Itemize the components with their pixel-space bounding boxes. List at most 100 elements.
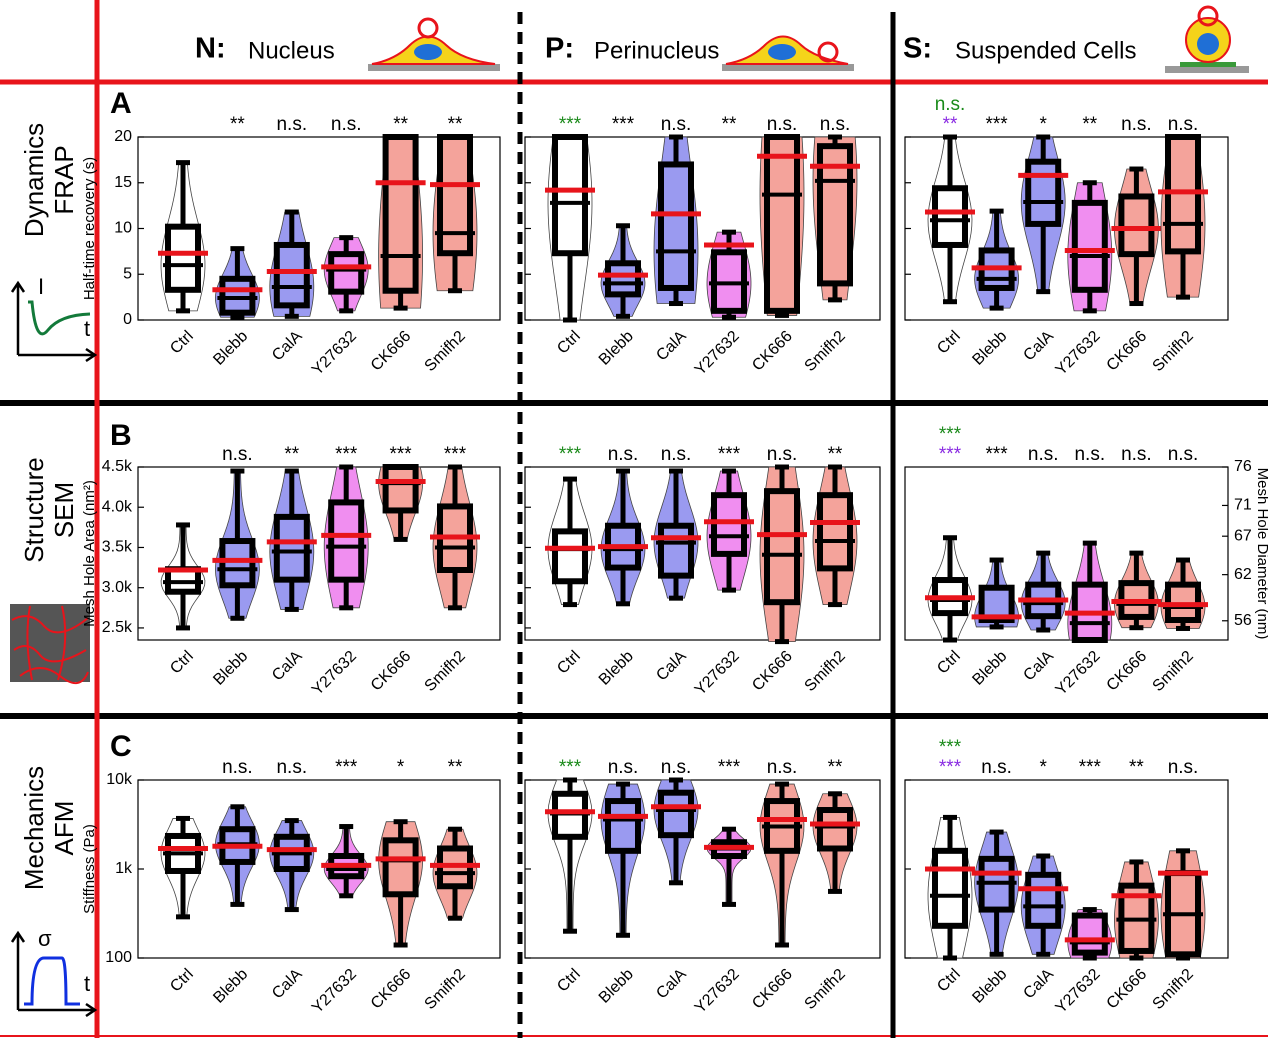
- x-tick-label-group: Y27632: [692, 648, 743, 699]
- x-tick-label: CalA: [653, 966, 690, 1003]
- significance-label: ***: [444, 444, 467, 465]
- x-tick-label-group: Ctrl: [934, 328, 964, 358]
- x-tick-label-group: Smifh2: [1150, 328, 1197, 375]
- x-tick-label-group: CalA: [1020, 966, 1057, 1003]
- significance-label: ***: [986, 114, 1009, 135]
- x-tick-label: CalA: [269, 328, 306, 365]
- header-name: Nucleus: [248, 37, 335, 64]
- row-subtitle: FRAP: [49, 145, 79, 214]
- y-tick-label: 4.5k: [102, 458, 133, 475]
- significance-label: ***: [559, 757, 582, 778]
- significance-label: **: [393, 114, 408, 135]
- significance-label: n.s.: [222, 444, 253, 465]
- significance-label: **: [1129, 757, 1144, 778]
- row-title: Mechanics: [19, 766, 49, 890]
- x-tick-label-group: Blebb: [210, 966, 251, 1007]
- afm-icon: σ t: [12, 926, 95, 1016]
- y-tick-label: 10: [114, 220, 132, 237]
- x-tick-label: Y27632: [1053, 328, 1104, 379]
- y-tick-label: 15: [114, 174, 132, 191]
- x-tick-label: Blebb: [969, 648, 1010, 689]
- x-tick-label: CK666: [1104, 328, 1151, 375]
- significance-label: n.s.: [608, 444, 639, 465]
- significance-label: ***: [559, 444, 582, 465]
- icon-label: σ: [38, 926, 52, 951]
- x-tick-label-group: Y27632: [1053, 966, 1104, 1017]
- x-tick-label: Y27632: [1053, 966, 1104, 1017]
- x-tick-label: Blebb: [596, 648, 637, 689]
- x-tick-label-group: Y27632: [309, 648, 360, 699]
- x-tick-label-group: Smifh2: [1150, 648, 1197, 695]
- x-tick-label-group: Smifh2: [422, 648, 469, 695]
- significance-label: *: [1039, 757, 1047, 778]
- x-tick-label-group: Blebb: [969, 966, 1010, 1007]
- x-tick-label: Ctrl: [167, 966, 197, 996]
- x-tick-label-group: Ctrl: [554, 966, 584, 996]
- x-tick-label: CalA: [269, 966, 306, 1003]
- x-tick-label: Smifh2: [422, 966, 469, 1013]
- significance-label: n.s.: [608, 757, 639, 778]
- x-tick-label-group: Ctrl: [167, 966, 197, 996]
- x-tick-label: Ctrl: [167, 328, 197, 358]
- x-tick-label-group: Ctrl: [554, 328, 584, 358]
- y-axis-label-group: Half-time recovery (s): [81, 157, 98, 300]
- panel-label: A: [110, 87, 132, 120]
- x-tick-label-group: CalA: [269, 328, 306, 365]
- x-tick-label: CalA: [1020, 648, 1057, 685]
- x-tick-label-group: Y27632: [309, 966, 360, 1017]
- significance-label: n.s.: [1121, 444, 1152, 465]
- x-tick-label-group: CK666: [1104, 328, 1151, 375]
- x-tick-label: Blebb: [596, 328, 637, 369]
- significance-label: **: [284, 444, 299, 465]
- significance-label: n.s.: [820, 114, 851, 135]
- x-tick-label: CalA: [269, 648, 306, 685]
- panel-label: B: [110, 419, 132, 452]
- y-tick-label: 3.0k: [102, 579, 133, 596]
- panel-label: C: [110, 730, 132, 763]
- significance-label: ***: [718, 757, 741, 778]
- x-tick-label: CalA: [653, 648, 690, 685]
- x-tick-label: Smifh2: [422, 648, 469, 695]
- x-tick-label: CK666: [749, 328, 796, 375]
- significance-label: n.s.: [1168, 757, 1199, 778]
- x-tick-label: Y27632: [692, 328, 743, 379]
- significance-label: n.s.: [276, 757, 307, 778]
- x-tick-label-group: CK666: [368, 328, 415, 375]
- x-tick-label: Blebb: [210, 966, 251, 1007]
- significance-label: ***: [939, 424, 962, 445]
- x-tick-label: Smifh2: [422, 328, 469, 375]
- header-letter: P:: [545, 33, 574, 65]
- significance-label: **: [448, 114, 463, 135]
- x-tick-label: Smifh2: [802, 648, 849, 695]
- x-tick-label: CK666: [749, 966, 796, 1013]
- y2-axis-label-group: Mesh Hole Diameter (nm): [1254, 468, 1268, 640]
- x-tick-label: Smifh2: [1150, 966, 1197, 1013]
- y-axis-label: Mesh Hole Area (nm²): [81, 480, 98, 627]
- y-tick-label: 10k: [106, 771, 133, 788]
- x-tick-label: Smifh2: [1150, 648, 1197, 695]
- y-tick-label: 3.5k: [102, 539, 133, 556]
- significance-label: n.s.: [276, 114, 307, 135]
- significance-label: ***: [939, 757, 962, 778]
- significance-label: n.s.: [661, 444, 692, 465]
- x-tick-label-group: CalA: [653, 648, 690, 685]
- x-tick-label-group: Y27632: [309, 328, 360, 379]
- icon-label: t: [84, 316, 90, 341]
- significance-label: ***: [1079, 757, 1102, 778]
- significance-label: n.s.: [767, 757, 798, 778]
- x-tick-label-group: CalA: [269, 648, 306, 685]
- x-tick-label-group: Blebb: [969, 328, 1010, 369]
- row-title: Dynamics: [19, 123, 49, 237]
- significance-label: **: [943, 114, 958, 135]
- x-tick-label: Blebb: [210, 328, 251, 369]
- perinucleus-icon: [722, 37, 854, 72]
- x-tick-label: Smifh2: [802, 966, 849, 1013]
- x-tick-label-group: Smifh2: [1150, 966, 1197, 1013]
- significance-label: n.s.: [981, 757, 1012, 778]
- x-tick-label: Blebb: [596, 966, 637, 1007]
- x-tick-label: CalA: [653, 328, 690, 365]
- x-tick-label-group: Smifh2: [802, 648, 849, 695]
- x-tick-label-group: Y27632: [1053, 328, 1104, 379]
- x-tick-label-group: CK666: [368, 966, 415, 1013]
